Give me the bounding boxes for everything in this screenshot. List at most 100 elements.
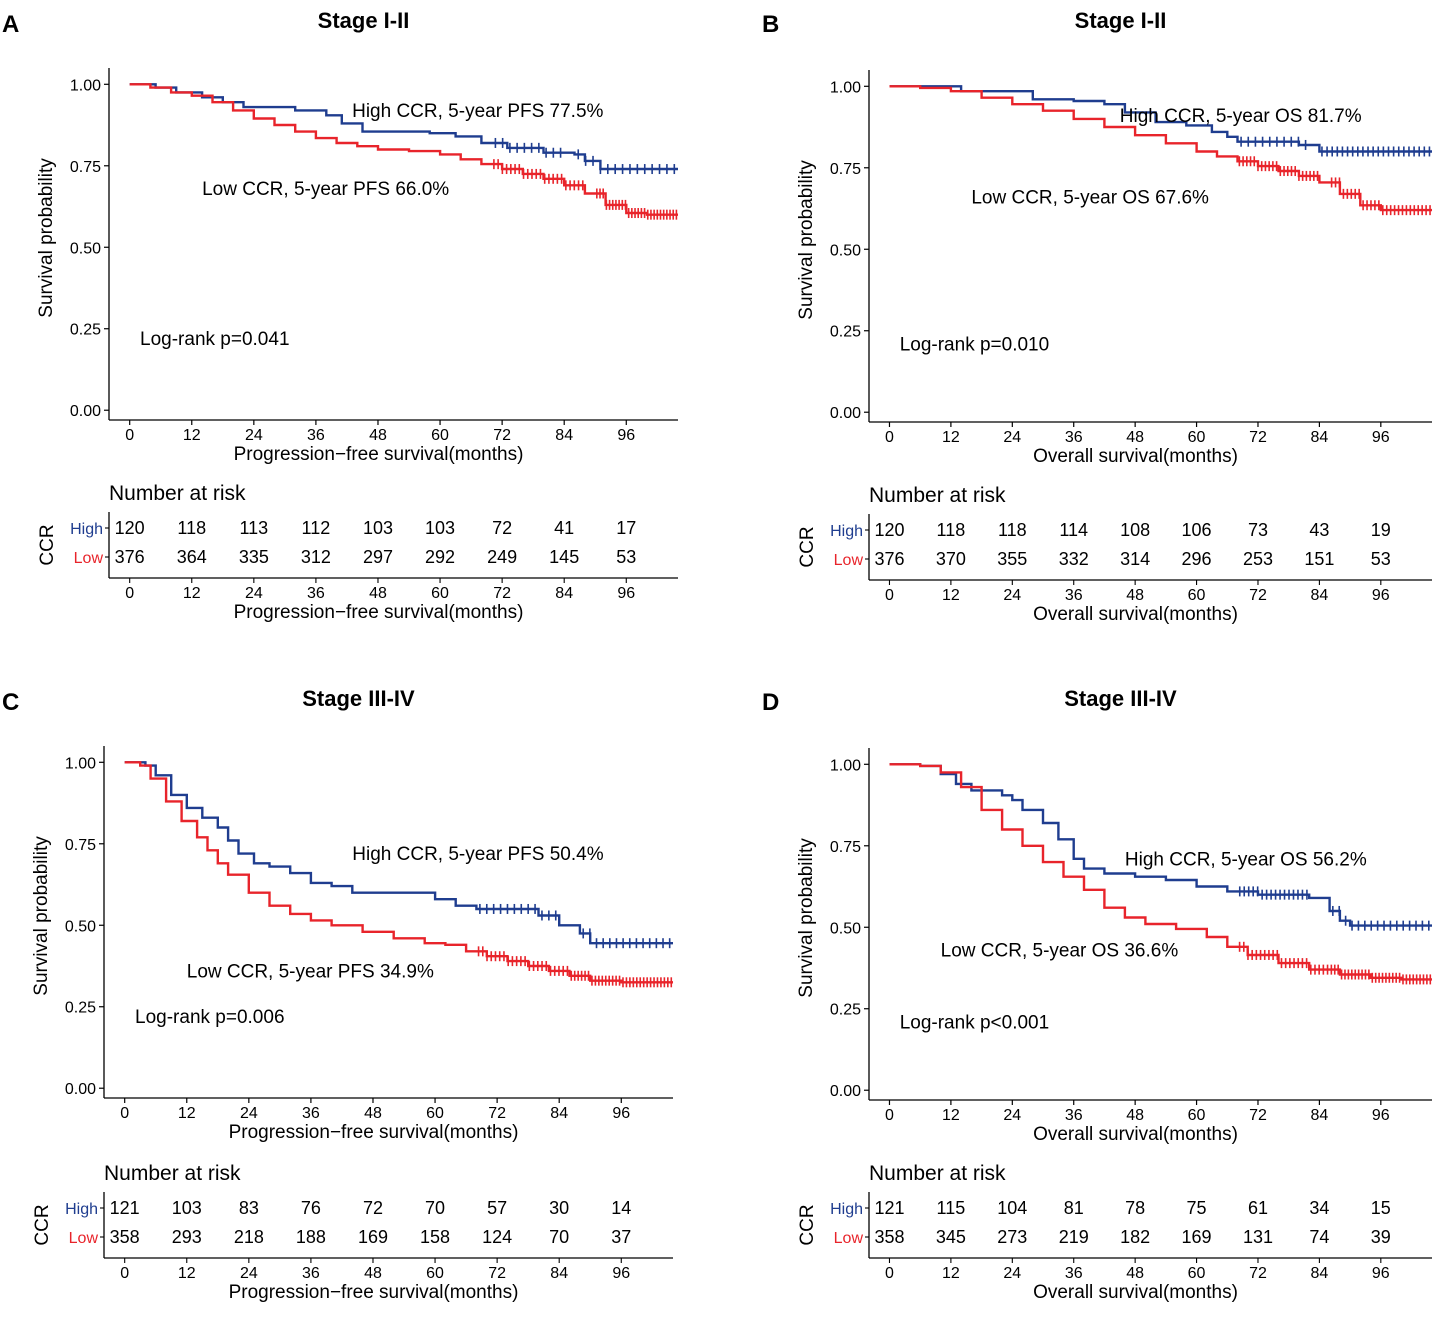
annotation-high: High CCR, 5-year PFS 50.4%: [352, 844, 603, 865]
risk-x-tick-label: 24: [1003, 1265, 1021, 1282]
x-tick-label: 48: [1126, 429, 1144, 446]
risk-x-axis-label: Overall survival(months): [1033, 1282, 1238, 1303]
x-tick-label: 84: [555, 427, 573, 444]
risk-x-tick-label: 12: [942, 587, 960, 604]
risk-value-high: 120: [874, 520, 904, 540]
y-axis-label: Survival probability: [36, 158, 57, 318]
risk-x-tick-label: 0: [125, 585, 134, 602]
x-tick-label: 48: [369, 427, 387, 444]
panel-label: D: [762, 689, 779, 716]
risk-x-tick-label: 84: [550, 1265, 568, 1282]
risk-x-tick-label: 72: [493, 585, 511, 602]
x-tick-label: 72: [1249, 429, 1267, 446]
curve-low: [129, 83, 678, 216]
risk-group-label: CCR: [32, 1204, 53, 1245]
risk-value-low: 53: [616, 547, 636, 567]
annotation-logrank: Log-rank p=0.010: [900, 334, 1049, 355]
risk-value-low: 169: [358, 1227, 388, 1247]
risk-x-tick-label: 12: [183, 585, 201, 602]
x-tick-label: 96: [612, 1105, 630, 1122]
risk-value-high: 120: [115, 518, 145, 538]
risk-value-high: 14: [611, 1198, 631, 1218]
x-axis-label: Overall survival(months): [1033, 1124, 1238, 1145]
risk-row-label-low: Low: [834, 552, 864, 569]
risk-value-low: 332: [1059, 549, 1089, 569]
risk-x-tick-label: 96: [612, 1265, 630, 1282]
x-tick-label: 72: [488, 1105, 506, 1122]
risk-value-high: 118: [998, 520, 1027, 540]
panel-a: A Stage I-II0.000.250.500.751.000 12 24 36 48…: [2, 8, 678, 623]
risk-row-label-high: High: [70, 521, 103, 538]
risk-x-tick-label: 96: [1372, 587, 1390, 604]
risk-value-high: 103: [363, 518, 393, 538]
x-tick-label: 60: [431, 427, 449, 444]
risk-x-tick-label: 0: [885, 587, 894, 604]
curve-high: [889, 763, 1432, 927]
curve-high: [124, 761, 673, 945]
risk-x-tick-label: 36: [302, 1265, 320, 1282]
x-tick-label: 72: [493, 427, 511, 444]
x-tick-label: 0: [885, 1107, 894, 1124]
risk-x-tick-label: 72: [1249, 1265, 1267, 1282]
risk-x-tick-label: 84: [555, 585, 573, 602]
x-tick-label: 36: [1065, 429, 1083, 446]
risk-value-high: 70: [425, 1198, 445, 1218]
risk-value-high: 76: [301, 1198, 321, 1218]
risk-x-tick-label: 96: [617, 585, 635, 602]
risk-value-high: 106: [1182, 520, 1212, 540]
annotation-low: Low CCR, 5-year PFS 34.9%: [187, 961, 434, 982]
annotation-low: Low CCR, 5-year OS 67.6%: [971, 188, 1209, 209]
risk-value-high: 104: [997, 1198, 1027, 1218]
x-tick-label: 84: [550, 1105, 568, 1122]
y-tick-label: 0.25: [830, 324, 861, 341]
risk-value-low: 70: [549, 1227, 569, 1247]
risk-x-tick-label: 36: [1065, 587, 1083, 604]
annotation-low: Low CCR, 5-year PFS 66.0%: [202, 179, 449, 200]
risk-value-low: 376: [874, 549, 904, 569]
y-tick-label: 0.75: [65, 837, 96, 854]
annotation-high: High CCR, 5-year OS 81.7%: [1120, 106, 1362, 127]
annotation-logrank: Log-rank p=0.041: [140, 329, 289, 350]
x-tick-label: 0: [125, 427, 134, 444]
risk-table-title: Number at risk: [109, 482, 246, 505]
y-axis-label: Survival probability: [796, 838, 817, 998]
x-tick-label: 84: [1311, 429, 1329, 446]
y-tick-label: 0.25: [65, 1000, 96, 1017]
x-tick-label: 36: [307, 427, 325, 444]
risk-value-low: 145: [549, 547, 579, 567]
risk-value-high: 72: [492, 518, 512, 538]
risk-value-low: 364: [177, 547, 207, 567]
risk-table-title: Number at risk: [869, 1162, 1006, 1185]
risk-x-tick-label: 84: [1311, 587, 1329, 604]
risk-value-high: 19: [1371, 520, 1391, 540]
risk-value-low: 296: [1182, 549, 1212, 569]
curve-low: [124, 761, 673, 984]
x-tick-label: 24: [240, 1105, 258, 1122]
risk-row-label-low: Low: [69, 1230, 99, 1247]
curve-low: [889, 85, 1432, 212]
risk-value-high: 114: [1059, 520, 1088, 540]
risk-x-tick-label: 0: [885, 1265, 894, 1282]
series-high: [889, 763, 1432, 931]
risk-value-low: 218: [234, 1227, 264, 1247]
risk-row-label-high: High: [65, 1201, 98, 1218]
risk-x-tick-label: 0: [120, 1265, 129, 1282]
x-tick-label: 0: [120, 1105, 129, 1122]
x-tick-label: 24: [1003, 429, 1021, 446]
panel-label: A: [2, 11, 19, 38]
risk-x-tick-label: 24: [240, 1265, 258, 1282]
x-tick-label: 12: [178, 1105, 196, 1122]
risk-row-label-high: High: [830, 523, 863, 540]
y-tick-label: 0.00: [830, 1083, 861, 1100]
x-tick-label: 36: [302, 1105, 320, 1122]
risk-table: Number at risk CCR High 121 115 104 81 78 75 61 34…: [797, 1162, 1432, 1303]
y-tick-label: 1.00: [830, 757, 861, 774]
x-axis-label: Overall survival(months): [1033, 446, 1238, 467]
x-tick-label: 24: [1003, 1107, 1021, 1124]
annotation-high: High CCR, 5-year PFS 77.5%: [352, 101, 603, 122]
x-tick-label: 60: [426, 1105, 444, 1122]
risk-value-low: 314: [1120, 549, 1150, 569]
risk-value-low: 253: [1243, 549, 1273, 569]
